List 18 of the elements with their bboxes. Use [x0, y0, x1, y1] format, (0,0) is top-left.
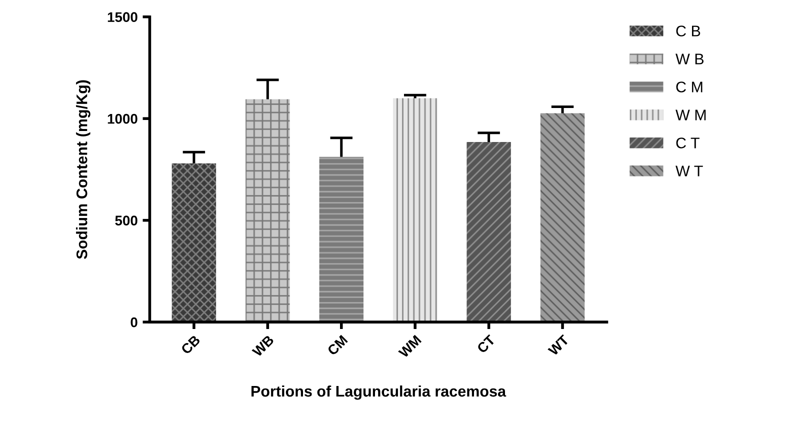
y-tick-label: 1000	[108, 114, 138, 124]
legend-label: W M	[676, 110, 706, 120]
y-tick-label: 0	[130, 317, 138, 328]
legend-label: C M	[676, 82, 702, 92]
x-axis-title: Portions of Laguncularia racemosa	[252, 385, 506, 400]
x-tick-label: CB	[180, 334, 201, 355]
y-axis-title: Sodium Content (mg/Kg)	[76, 80, 90, 259]
y-tick-label: 500	[115, 216, 138, 226]
legend-label: W B	[676, 54, 704, 64]
x-tick-label: WB	[252, 334, 274, 358]
legend-label: C T	[676, 138, 700, 148]
legend-label: C B	[676, 26, 700, 36]
legend-label: W T	[676, 166, 703, 176]
y-tick-label: 1500	[108, 12, 138, 22]
x-tick-label: WT	[548, 334, 570, 356]
x-tick-label: CT	[476, 334, 496, 354]
x-tick-label: CM	[326, 334, 348, 356]
x-tick-label: WM	[398, 334, 422, 358]
